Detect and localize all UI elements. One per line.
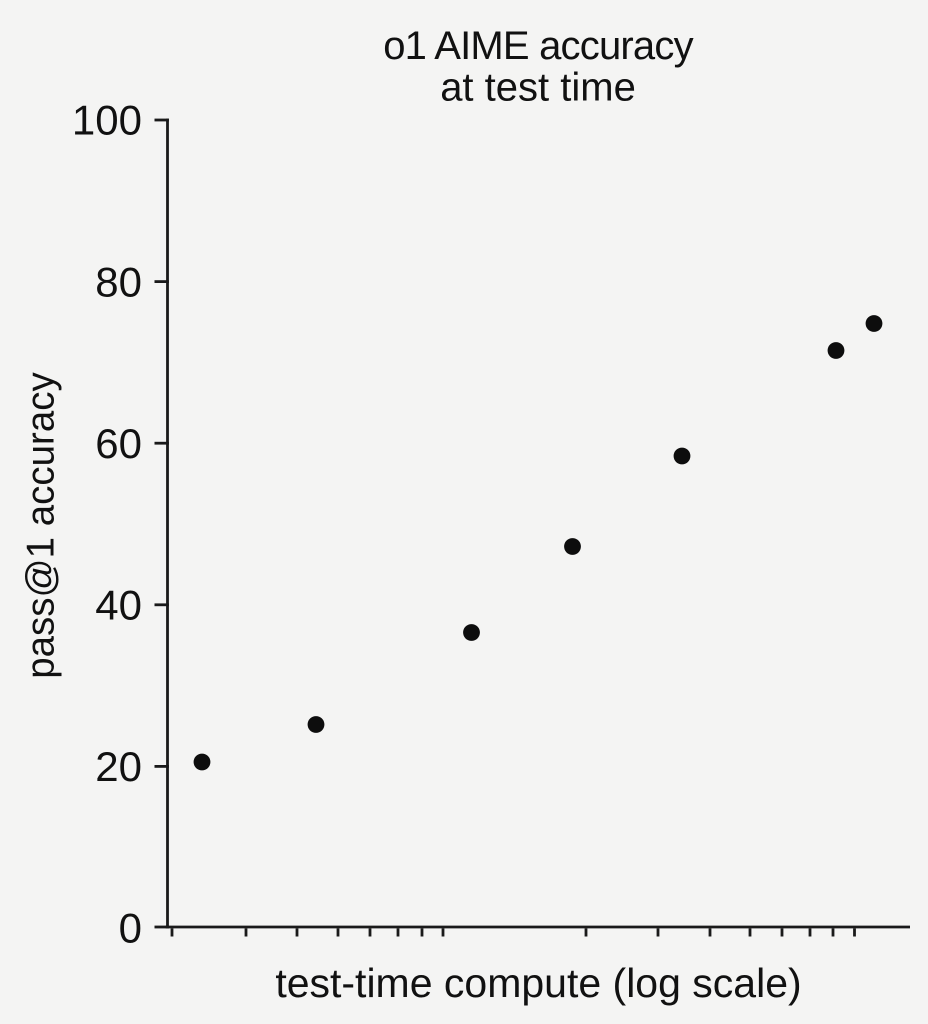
- svg-text:o1 AIME accuracy: o1 AIME accuracy: [383, 24, 693, 68]
- svg-text:100: 100: [72, 97, 142, 144]
- svg-text:at test time: at test time: [440, 66, 636, 110]
- svg-text:80: 80: [95, 258, 142, 305]
- svg-text:60: 60: [95, 420, 142, 467]
- svg-text:test-time compute (log scale): test-time compute (log scale): [275, 960, 801, 1006]
- svg-text:0: 0: [119, 905, 142, 952]
- svg-text:40: 40: [95, 582, 142, 629]
- svg-text:20: 20: [95, 743, 142, 790]
- svg-text:pass@1 accuracy: pass@1 accuracy: [20, 371, 63, 678]
